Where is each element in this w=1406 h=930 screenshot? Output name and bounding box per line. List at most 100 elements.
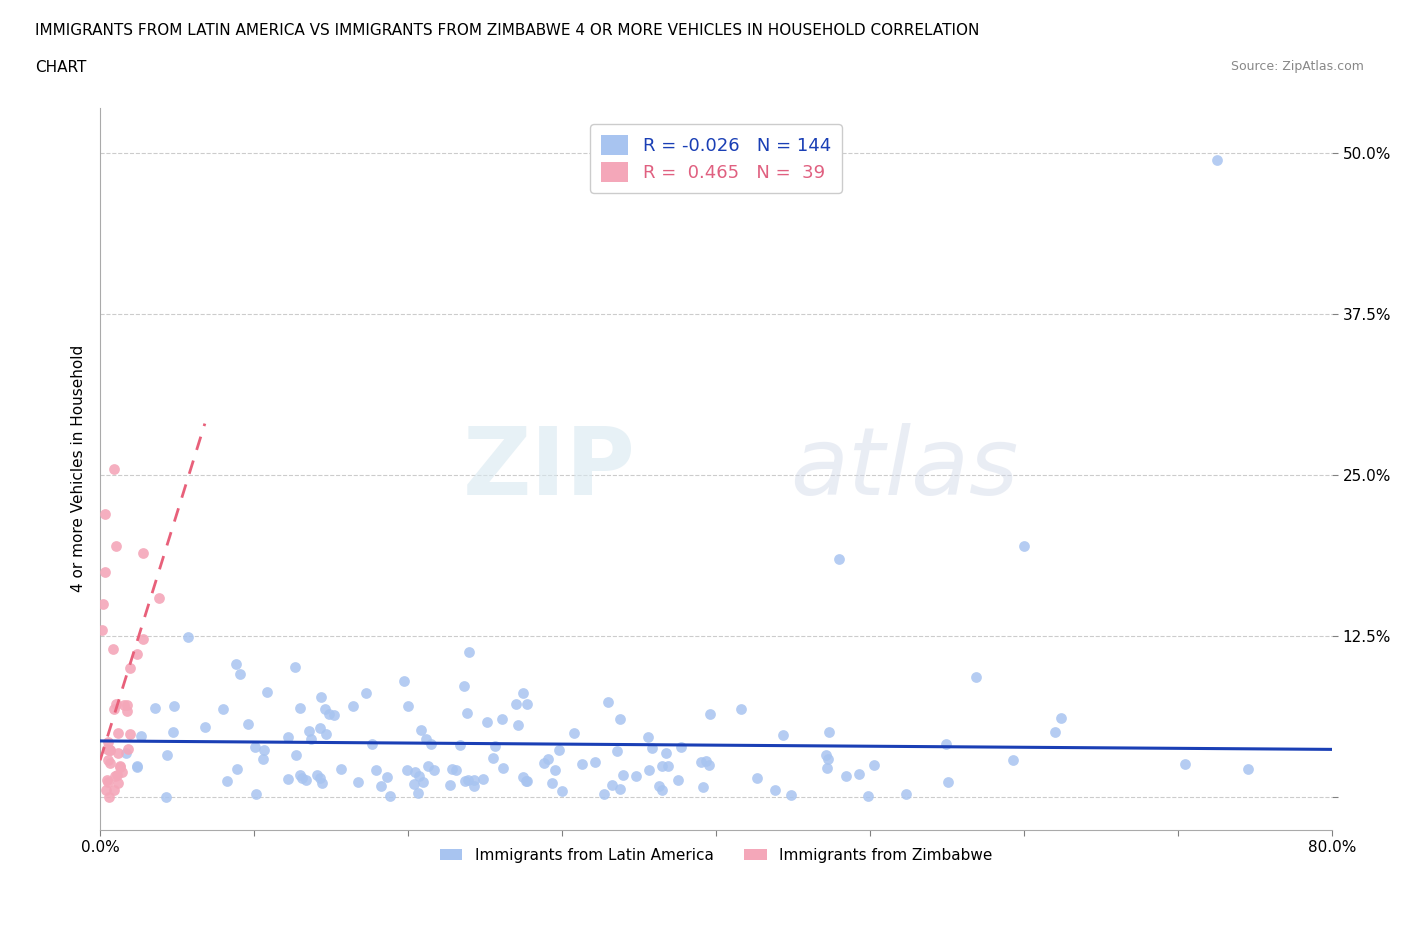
Point	[288, 768, 311, 783]
Point	[370, 778, 392, 793]
Point	[93, 507, 115, 522]
Point	[420, 737, 443, 751]
Point	[666, 773, 689, 788]
Point	[96, 742, 118, 757]
Point	[395, 763, 418, 777]
Point	[551, 783, 574, 798]
Point	[314, 702, 336, 717]
Point	[323, 708, 346, 723]
Point	[817, 761, 839, 776]
Point	[98, 743, 121, 758]
Point	[305, 767, 328, 782]
Point	[148, 591, 170, 605]
Point	[544, 763, 567, 777]
Point	[215, 774, 238, 789]
Point	[342, 698, 364, 713]
Point	[243, 739, 266, 754]
Point	[103, 783, 125, 798]
Point	[491, 711, 513, 726]
Point	[97, 753, 120, 768]
Point	[145, 700, 167, 715]
Point	[98, 756, 121, 771]
Point	[177, 630, 200, 644]
Point	[380, 789, 402, 804]
Point	[315, 726, 337, 741]
Point	[512, 685, 534, 700]
Point	[354, 685, 377, 700]
Point	[104, 768, 127, 783]
Point	[103, 461, 125, 476]
Point	[763, 783, 786, 798]
Point	[404, 764, 426, 779]
Point	[346, 775, 368, 790]
Point	[1001, 752, 1024, 767]
Point	[471, 771, 494, 786]
Point	[162, 698, 184, 713]
Legend: Immigrants from Latin America, Immigrants from Zimbabwe: Immigrants from Latin America, Immigrant…	[433, 842, 998, 869]
Point	[647, 778, 669, 793]
Point	[285, 748, 308, 763]
Point	[416, 759, 439, 774]
Point	[1050, 711, 1073, 725]
Point	[1012, 538, 1035, 553]
Point	[105, 767, 128, 782]
Point	[127, 759, 149, 774]
Point	[103, 702, 125, 717]
Point	[537, 751, 560, 766]
Point	[541, 776, 564, 790]
Point	[609, 782, 631, 797]
Point	[299, 732, 322, 747]
Point	[772, 728, 794, 743]
Point	[626, 769, 648, 784]
Point	[592, 787, 614, 802]
Point	[156, 748, 179, 763]
Point	[225, 657, 247, 671]
Point	[449, 737, 471, 752]
Point	[226, 762, 249, 777]
Point	[117, 698, 139, 712]
Point	[406, 785, 429, 800]
Point	[298, 724, 321, 738]
Point	[814, 748, 837, 763]
Point	[456, 706, 478, 721]
Point	[858, 788, 880, 803]
Point	[533, 756, 555, 771]
Point	[97, 735, 120, 750]
Point	[117, 703, 139, 718]
Point	[277, 772, 299, 787]
Point	[115, 746, 138, 761]
Point	[583, 755, 606, 770]
Point	[97, 743, 120, 758]
Y-axis label: 4 or more Vehicles in Household: 4 or more Vehicles in Household	[72, 345, 86, 592]
Point	[505, 697, 527, 711]
Point	[600, 777, 623, 792]
Point	[516, 774, 538, 789]
Point	[894, 786, 917, 801]
Point	[96, 773, 118, 788]
Point	[107, 746, 129, 761]
Point	[606, 743, 628, 758]
Point	[848, 766, 870, 781]
Point	[194, 720, 217, 735]
Point	[94, 565, 117, 579]
Point	[609, 712, 631, 727]
Point	[779, 787, 801, 802]
Point	[91, 622, 114, 637]
Point	[508, 718, 530, 733]
Point	[318, 706, 340, 721]
Point	[571, 756, 593, 771]
Text: IMMIGRANTS FROM LATIN AMERICA VS IMMIGRANTS FROM ZIMBABWE 4 OR MORE VEHICLES IN : IMMIGRANTS FROM LATIN AMERICA VS IMMIGRA…	[35, 23, 980, 38]
Point	[117, 741, 139, 756]
Point	[105, 697, 128, 711]
Point	[484, 738, 506, 753]
Point	[98, 743, 121, 758]
Point	[935, 737, 957, 751]
Point	[512, 769, 534, 784]
Point	[256, 684, 278, 699]
Point	[111, 765, 134, 780]
Point	[835, 769, 858, 784]
Point	[457, 772, 479, 787]
Point	[965, 670, 987, 684]
Point	[1174, 756, 1197, 771]
Point	[863, 758, 886, 773]
